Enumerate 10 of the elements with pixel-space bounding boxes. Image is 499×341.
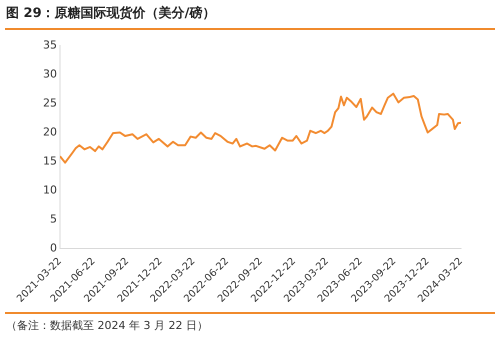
text: （备注：数据截至 2024 年 3 月 22 日） [6, 318, 208, 333]
chart-title: 图 29：原糖国际现货价（美分/磅） [6, 4, 216, 22]
y-tick-label: 15 [42, 154, 57, 168]
y-tick-label: 20 [42, 125, 57, 138]
y-tick-label: 5 [50, 212, 57, 226]
y-tick-label: 30 [42, 67, 57, 80]
y-tick-label: 0 [50, 241, 57, 254]
y-tick-label: 35 [42, 38, 57, 52]
y-tick-label: 10 [42, 183, 57, 196]
y-tick-label: 25 [42, 96, 57, 110]
